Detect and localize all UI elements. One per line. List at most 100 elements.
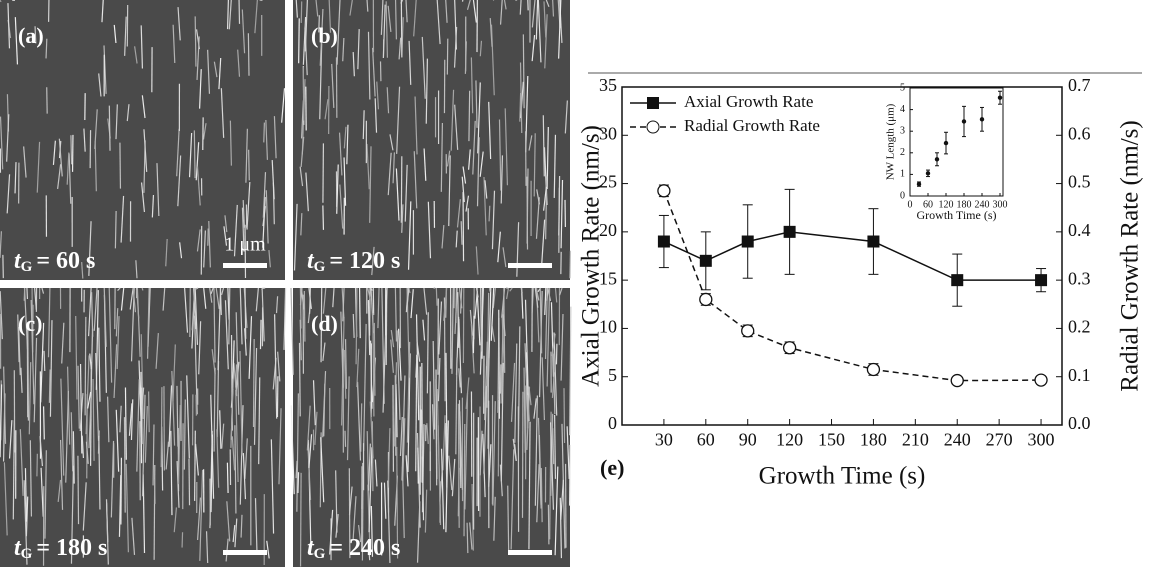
nanowire <box>172 344 176 402</box>
nanowire <box>454 287 458 334</box>
nanowire <box>502 314 506 337</box>
nanowire <box>116 316 120 370</box>
caption-sub: G <box>21 259 33 275</box>
nanowire <box>528 135 533 151</box>
nanowire <box>437 357 441 402</box>
nanowire <box>387 428 391 488</box>
nanowire <box>415 314 420 421</box>
nanowire <box>546 127 549 190</box>
nanowire <box>343 349 347 399</box>
nanowire <box>357 29 360 70</box>
nanowire <box>382 4 386 59</box>
nanowire <box>553 134 557 198</box>
nanowire <box>14 17 19 65</box>
nanowire <box>196 166 201 206</box>
inset-point <box>961 119 967 124</box>
x-tick-label: 120 <box>939 199 954 210</box>
caption-var: t <box>307 248 315 274</box>
x-tick-label: 60 <box>697 429 715 449</box>
nanowire <box>6 174 11 214</box>
nanowire <box>142 474 146 554</box>
nanowire <box>196 497 202 541</box>
nanowire <box>382 334 387 413</box>
nanowire <box>244 328 247 356</box>
nanowire <box>349 0 353 16</box>
nanowire <box>95 290 99 390</box>
nanowire <box>237 49 241 77</box>
nanowire <box>48 369 51 403</box>
panel-label: (a) <box>18 23 44 48</box>
nanowire <box>399 416 403 457</box>
nanowire <box>322 342 326 362</box>
nanowire <box>248 316 253 379</box>
nanowire <box>534 287 539 308</box>
nanowire <box>539 287 543 354</box>
nanowire <box>141 387 145 408</box>
nanowire <box>306 405 311 451</box>
nanowire <box>234 425 237 514</box>
panel-label: (e) <box>600 455 624 480</box>
nanowire <box>305 172 309 212</box>
nanowire <box>213 287 216 363</box>
nanowire <box>72 431 75 484</box>
nanowire <box>203 287 207 309</box>
nanowire <box>70 412 74 472</box>
nanowire <box>483 385 488 474</box>
nanowire <box>554 415 557 479</box>
nanowire <box>491 190 496 250</box>
nanowire <box>479 151 484 177</box>
y2-tick-label: 0.0 <box>1068 413 1091 433</box>
nanowire <box>476 287 481 346</box>
nanowire <box>188 133 193 178</box>
nanowire <box>470 323 475 374</box>
nanowire <box>335 470 338 533</box>
y-tick-label: 20 <box>599 220 617 240</box>
nanowire <box>405 455 409 487</box>
nanowire <box>242 200 246 228</box>
nanowire <box>424 489 428 533</box>
nanowire <box>14 162 17 194</box>
nanowire <box>219 410 222 449</box>
nanowire <box>324 99 329 120</box>
y2-tick-label: 0.6 <box>1068 123 1091 143</box>
nanowire <box>342 37 345 62</box>
caption-sub: G <box>314 259 326 275</box>
nanowire <box>431 404 435 440</box>
nanowire <box>26 287 29 300</box>
nanowire <box>226 501 231 542</box>
nanowire <box>348 486 353 515</box>
nanowire <box>367 484 371 544</box>
nanowire <box>458 400 462 488</box>
nanowire <box>490 287 495 341</box>
nanowire <box>299 166 304 187</box>
nanowire <box>281 88 286 123</box>
nanowire <box>360 403 363 452</box>
nanowire <box>87 391 92 409</box>
nanowire <box>266 540 270 559</box>
nanowire <box>504 108 509 186</box>
nanowire <box>39 436 44 467</box>
nanowire <box>17 314 20 363</box>
nanowire <box>320 287 323 363</box>
nanowire <box>445 420 449 533</box>
nanowire <box>231 436 236 471</box>
nanowire <box>448 455 453 491</box>
nanowire <box>125 463 129 553</box>
nanowire <box>43 350 46 372</box>
nanowire <box>569 306 572 436</box>
y-tick-label: 1 <box>900 169 905 180</box>
nanowire <box>404 164 408 222</box>
legend-marker <box>646 120 660 134</box>
nanowire <box>500 362 504 482</box>
nanowire <box>488 205 491 222</box>
marker <box>950 373 964 388</box>
nanowire <box>263 122 265 143</box>
nanowire <box>488 101 492 159</box>
nanowire <box>533 398 537 419</box>
nanowire <box>262 197 266 248</box>
nanowire <box>119 142 122 189</box>
nanowire <box>543 186 547 211</box>
nanowire <box>519 92 522 122</box>
nanowire <box>304 0 308 52</box>
nanowire <box>258 377 261 465</box>
